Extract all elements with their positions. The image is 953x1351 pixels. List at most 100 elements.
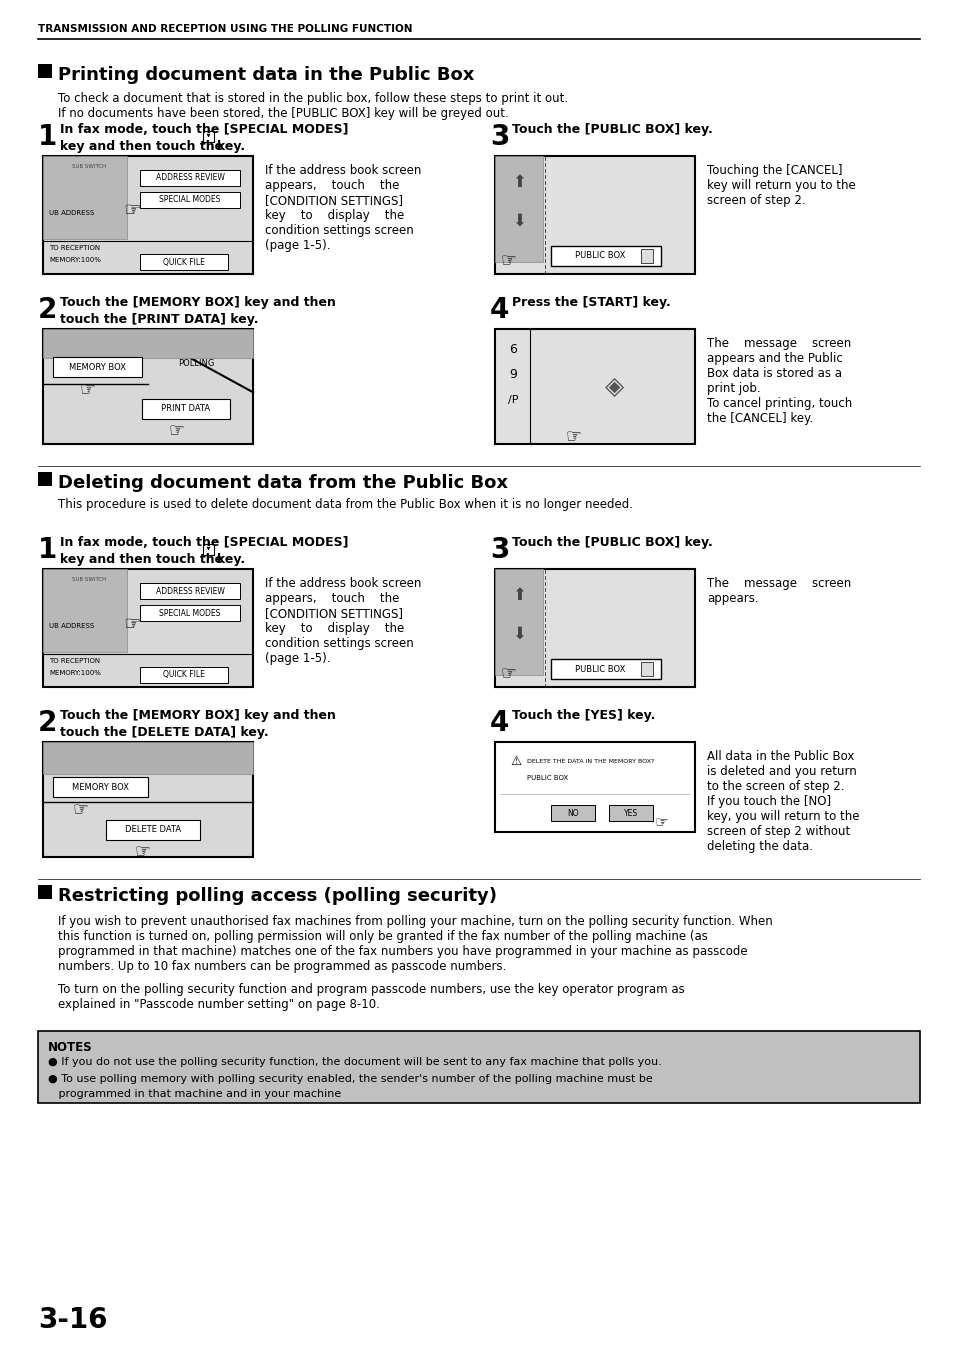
Text: TO RECEPTION: TO RECEPTION xyxy=(49,245,100,251)
Text: NO: NO xyxy=(567,809,578,817)
Text: DELETE THE DATA IN THE MEMORY BOX?: DELETE THE DATA IN THE MEMORY BOX? xyxy=(526,759,654,765)
Text: key will return you to the: key will return you to the xyxy=(706,178,855,192)
Text: condition settings screen: condition settings screen xyxy=(265,224,414,236)
Text: To check a document that is stored in the public box, follow these steps to prin: To check a document that is stored in th… xyxy=(58,92,568,105)
Text: MEMORY:100%: MEMORY:100% xyxy=(49,257,101,263)
Text: ◈: ◈ xyxy=(605,374,624,399)
Text: MEMORY BOX: MEMORY BOX xyxy=(69,363,126,372)
Bar xyxy=(640,662,653,676)
Text: YES: YES xyxy=(623,809,638,817)
Text: (page 1-5).: (page 1-5). xyxy=(265,239,330,253)
Text: [CONDITION SETTINGS]: [CONDITION SETTINGS] xyxy=(265,607,402,620)
Bar xyxy=(38,63,52,78)
Text: PUBLIC BOX: PUBLIC BOX xyxy=(526,775,568,781)
Text: Touch the [PUBLIC BOX] key.: Touch the [PUBLIC BOX] key. xyxy=(512,123,712,136)
Text: appears.: appears. xyxy=(706,592,758,605)
Bar xyxy=(139,254,228,270)
Text: condition settings screen: condition settings screen xyxy=(265,638,414,650)
Text: 1: 1 xyxy=(38,536,57,563)
Text: key    to    display    the: key to display the xyxy=(265,209,404,222)
Bar xyxy=(43,742,253,857)
Text: screen of step 2.: screen of step 2. xyxy=(706,195,804,207)
Bar xyxy=(43,569,127,651)
Text: ● If you do not use the polling security function, the document will be sent to : ● If you do not use the polling security… xyxy=(48,1056,661,1067)
Text: 2: 2 xyxy=(38,709,57,738)
Bar xyxy=(43,330,253,444)
Text: appears,    touch    the: appears, touch the xyxy=(265,178,399,192)
Bar xyxy=(495,155,695,274)
Text: MEMORY:100%: MEMORY:100% xyxy=(49,670,101,676)
Text: All data in the Public Box: All data in the Public Box xyxy=(706,750,854,763)
Text: key    to    display    the: key to display the xyxy=(265,621,404,635)
Text: This procedure is used to delete document data from the Public Box when it is no: This procedure is used to delete documen… xyxy=(58,499,633,511)
Text: SUB SWITCH: SUB SWITCH xyxy=(72,163,106,169)
Bar xyxy=(43,569,253,688)
Text: [CONDITION SETTINGS]: [CONDITION SETTINGS] xyxy=(265,195,402,207)
Text: screen of step 2 without: screen of step 2 without xyxy=(706,825,849,838)
Text: key and then touch the: key and then touch the xyxy=(60,553,223,566)
Text: appears,    touch    the: appears, touch the xyxy=(265,592,399,605)
Circle shape xyxy=(578,350,651,423)
Text: ⬆: ⬆ xyxy=(512,586,525,604)
Text: 1: 1 xyxy=(38,123,57,151)
Text: PUBLIC BOX: PUBLIC BOX xyxy=(575,665,625,674)
Text: ☞: ☞ xyxy=(123,615,140,634)
Text: ☞: ☞ xyxy=(499,251,516,269)
Text: key, you will return to the: key, you will return to the xyxy=(706,811,859,823)
Text: The    message    screen: The message screen xyxy=(706,336,850,350)
Text: ☞: ☞ xyxy=(123,201,140,220)
Bar xyxy=(43,155,127,239)
Text: ☞: ☞ xyxy=(168,422,184,439)
Text: SPECIAL MODES: SPECIAL MODES xyxy=(159,196,220,204)
Text: 4: 4 xyxy=(490,296,509,324)
Text: Deleting document data from the Public Box: Deleting document data from the Public B… xyxy=(58,474,507,492)
Text: (page 1-5).: (page 1-5). xyxy=(265,653,330,665)
Text: 6: 6 xyxy=(509,343,517,357)
Text: deleting the data.: deleting the data. xyxy=(706,840,812,852)
Text: Touching the [CANCEL]: Touching the [CANCEL] xyxy=(706,163,841,177)
Text: ⬇: ⬇ xyxy=(512,212,525,230)
Text: POLLING: POLLING xyxy=(178,359,214,367)
Text: Box data is stored as a: Box data is stored as a xyxy=(706,367,841,380)
Text: numbers. Up to 10 fax numbers can be programmed as passcode numbers.: numbers. Up to 10 fax numbers can be pro… xyxy=(58,961,506,973)
Text: SPECIAL MODES: SPECIAL MODES xyxy=(159,608,220,617)
Text: ☞: ☞ xyxy=(134,843,151,861)
Bar xyxy=(551,246,660,266)
Bar xyxy=(43,155,253,274)
Text: PUBLIC BOX: PUBLIC BOX xyxy=(575,251,625,261)
Bar xyxy=(203,543,213,554)
Text: TRANSMISSION AND RECEPTION USING THE POLLING FUNCTION: TRANSMISSION AND RECEPTION USING THE POL… xyxy=(38,24,412,34)
Bar xyxy=(495,742,695,832)
Text: key.: key. xyxy=(216,141,245,153)
Text: Touch the [MEMORY BOX] key and then: Touch the [MEMORY BOX] key and then xyxy=(60,296,335,309)
Bar xyxy=(139,192,240,208)
Text: In fax mode, touch the [SPECIAL MODES]: In fax mode, touch the [SPECIAL MODES] xyxy=(60,536,348,549)
Text: UB ADDRESS: UB ADDRESS xyxy=(49,209,94,216)
Text: to the screen of step 2.: to the screen of step 2. xyxy=(706,780,843,793)
Text: MEMORY BOX: MEMORY BOX xyxy=(72,782,129,792)
Text: 2: 2 xyxy=(38,296,57,324)
Text: UB ADDRESS: UB ADDRESS xyxy=(49,623,94,628)
Bar xyxy=(139,584,240,598)
Text: 3: 3 xyxy=(490,123,509,151)
Text: ⬇: ⬇ xyxy=(512,626,525,643)
Text: To turn on the polling security function and program passcode numbers, use the k: To turn on the polling security function… xyxy=(58,984,684,996)
Text: NOTES: NOTES xyxy=(48,1042,92,1054)
Text: ☞: ☞ xyxy=(499,663,516,682)
Bar xyxy=(551,659,660,680)
Text: ⬆: ⬆ xyxy=(512,173,525,190)
Bar xyxy=(495,569,542,676)
Text: QUICK FILE: QUICK FILE xyxy=(163,670,205,680)
Text: QUICK FILE: QUICK FILE xyxy=(163,258,205,266)
Text: If the address book screen: If the address book screen xyxy=(265,163,421,177)
Text: Printing document data in the Public Box: Printing document data in the Public Box xyxy=(58,66,474,84)
Bar xyxy=(43,742,253,774)
Text: ADDRESS REVIEW: ADDRESS REVIEW xyxy=(155,173,224,182)
Text: /P: /P xyxy=(507,396,517,405)
Text: key.: key. xyxy=(216,553,245,566)
Text: ⚠: ⚠ xyxy=(510,755,520,769)
Bar xyxy=(551,805,595,821)
Text: is deleted and you return: is deleted and you return xyxy=(706,765,856,778)
Text: ☞: ☞ xyxy=(72,800,89,819)
Text: ADDRESS REVIEW: ADDRESS REVIEW xyxy=(155,586,224,596)
